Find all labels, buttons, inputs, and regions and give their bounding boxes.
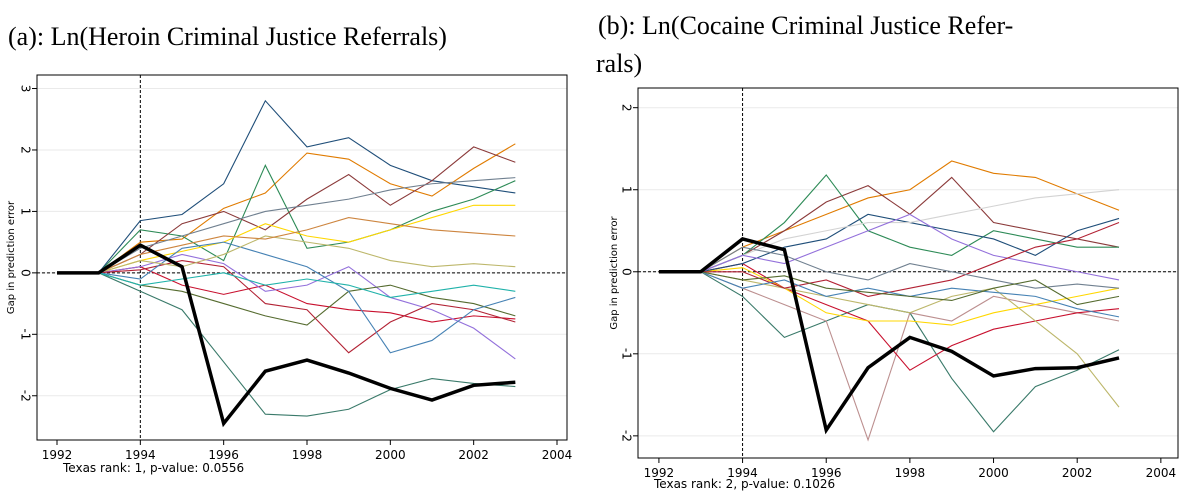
note: Texas rank: 1, p-value: 0.0556 — [62, 461, 244, 475]
placebo-line — [57, 266, 516, 323]
placebo-line — [658, 189, 1120, 273]
chart-title: (b): Ln(Cocaine Criminal Justice Refer- — [598, 11, 1013, 40]
placebo-line — [57, 235, 516, 274]
placebo-line — [658, 213, 1120, 273]
x-tick-label: 1994 — [727, 466, 758, 480]
placebo-line — [57, 241, 516, 354]
placebo-line — [658, 271, 1120, 442]
placebo-line — [57, 216, 516, 274]
placebo-line — [658, 246, 1120, 289]
y-tick-label: 2 — [19, 146, 33, 154]
y-tick-label: 1 — [620, 186, 634, 194]
placebo-line — [57, 272, 516, 417]
x-tick-label: 1994 — [125, 448, 156, 462]
chart-title: rals) — [596, 49, 642, 78]
x-tick-label: 2004 — [542, 448, 573, 462]
y-tick-label: -2 — [620, 430, 634, 442]
placebo-line — [57, 99, 516, 274]
placebo-line — [57, 177, 516, 274]
y-tick-label: 1 — [19, 208, 33, 216]
placebo-line — [658, 176, 1120, 273]
placebo-line — [658, 213, 1120, 281]
y-tick-label: -1 — [19, 328, 33, 340]
x-tick-label: 2004 — [1146, 466, 1177, 480]
x-tick-label: 1992 — [42, 448, 73, 462]
y-tick-label: 2 — [620, 104, 634, 112]
placebo-line — [57, 253, 516, 360]
x-tick-label: 1998 — [292, 448, 323, 462]
y-tick-label: 3 — [19, 85, 33, 93]
x-tick-label: 1996 — [208, 448, 239, 462]
x-tick-label: 1998 — [895, 466, 926, 480]
chart-title: (a): Ln(Heroin Criminal Justice Referral… — [8, 22, 447, 51]
placebo-line — [57, 143, 516, 274]
x-tick-label: 2002 — [458, 448, 489, 462]
texas-line — [658, 237, 1120, 435]
texas-line — [57, 243, 516, 428]
x-tick-label: 2002 — [1062, 466, 1093, 480]
placebo-line — [57, 260, 516, 354]
y-axis-label: Gap in prediction error — [609, 215, 620, 329]
placebo-line — [658, 271, 1120, 306]
x-tick-label: 2000 — [375, 448, 406, 462]
placebo-line — [658, 267, 1120, 326]
note: Texas rank: 2, p-value: 0.1026 — [653, 477, 835, 491]
y-axis-label: Gap in prediction error — [6, 200, 17, 314]
placebo-line — [57, 272, 516, 299]
y-tick-label: 0 — [620, 268, 634, 276]
y-tick-label: -1 — [620, 348, 634, 360]
x-tick-label: 1996 — [811, 466, 842, 480]
x-tick-label: 2000 — [978, 466, 1009, 480]
x-tick-label: 1992 — [644, 466, 675, 480]
placebo-line — [57, 164, 516, 274]
placebo-line — [658, 271, 1120, 318]
plot-frame — [36, 74, 568, 441]
y-tick-label: 0 — [19, 269, 33, 277]
plot-frame — [637, 87, 1179, 459]
y-tick-label: -2 — [19, 390, 33, 402]
